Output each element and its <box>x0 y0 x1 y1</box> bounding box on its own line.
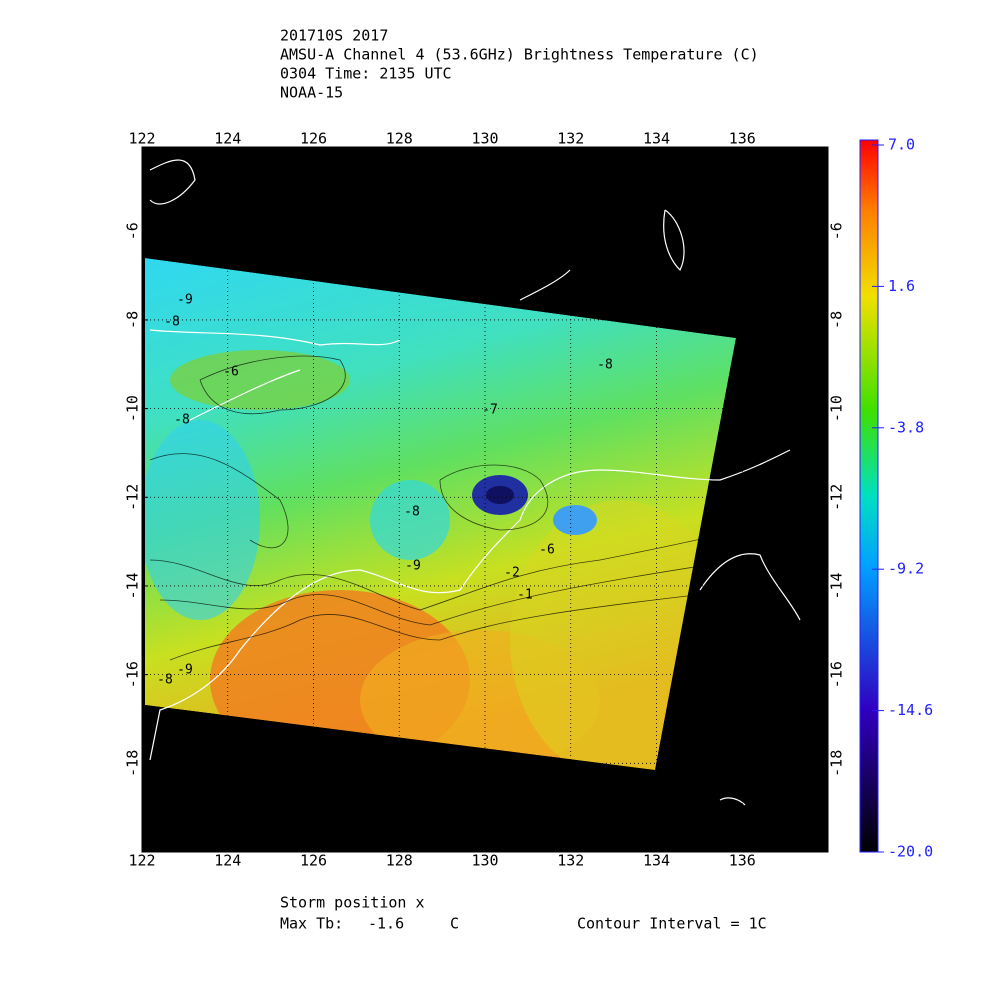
contour-label: -8 <box>164 315 180 330</box>
title-line: NOAA-15 <box>280 84 343 102</box>
storm-note: Storm position x <box>280 894 425 912</box>
colorbar-label: -14.6 <box>888 701 933 719</box>
y-tick-label: -8 <box>124 311 142 329</box>
contour-label: -6 <box>539 543 555 558</box>
title-line: 0304 Time: 2135 UTC <box>280 65 452 83</box>
colorbar-label: 1.6 <box>888 277 915 295</box>
x-tick-label: 122 <box>128 852 155 870</box>
x-tick-label: 124 <box>214 130 241 148</box>
x-tick-label: 126 <box>300 852 327 870</box>
coastlines <box>149 159 801 806</box>
contour-label: -9 <box>405 559 421 574</box>
colorbar <box>859 139 879 853</box>
x-tick-label: 134 <box>643 130 670 148</box>
contour-label: -8 <box>157 673 173 688</box>
x-tick-label: 136 <box>729 130 756 148</box>
x-tick-label: 136 <box>729 852 756 870</box>
colorbar-label: -9.2 <box>888 560 924 578</box>
colorbar-label: -20.0 <box>888 843 933 861</box>
contour-label: -9 <box>177 663 193 678</box>
colorbar-label: -3.8 <box>888 418 924 436</box>
colorbar-label: 7.0 <box>888 136 915 154</box>
y-tick-label: -18 <box>828 750 846 777</box>
y-tick-label: -12 <box>828 484 846 511</box>
contour-label: -2 <box>504 566 520 581</box>
y-tick-label: -6 <box>828 222 846 240</box>
contour-label: -9 <box>177 293 193 308</box>
x-tick-label: 126 <box>300 130 327 148</box>
title-line: 201710S 2017 <box>280 27 388 45</box>
x-tick-label: 134 <box>643 852 670 870</box>
x-tick-label: 132 <box>557 852 584 870</box>
contour-label: -8 <box>174 413 190 428</box>
y-tick-label: -8 <box>828 311 846 329</box>
y-tick-label: -14 <box>828 572 846 599</box>
max-label: Max Tb: <box>280 915 343 933</box>
y-tick-label: -12 <box>124 484 142 511</box>
y-tick-label: -14 <box>124 572 142 599</box>
title-line: AMSU-A Channel 4 (53.6GHz) Brightness Te… <box>280 46 759 64</box>
plot-frame <box>141 146 829 853</box>
temperature-field <box>145 258 736 770</box>
x-tick-label: 124 <box>214 852 241 870</box>
contour-label: -7 <box>482 403 498 418</box>
contour-label: -8 <box>404 505 420 520</box>
max-unit: C <box>450 915 459 933</box>
max-value: -1.6 <box>368 915 404 933</box>
y-tick-label: -10 <box>828 395 846 422</box>
contours <box>149 355 736 661</box>
y-tick-label: -18 <box>124 750 142 777</box>
x-tick-label: 132 <box>557 130 584 148</box>
contour-label: -8 <box>597 358 613 373</box>
y-tick-label: -6 <box>124 222 142 240</box>
contour-labels: -9 -8 -6 -8 -8 -7 -8 -9 -6 -2 -1 -9 -8 <box>157 293 613 688</box>
y-tick-label: -16 <box>828 661 846 688</box>
x-tick-label: 130 <box>471 130 498 148</box>
contour-interval: Contour Interval = 1C <box>577 915 767 933</box>
y-tick-label: -16 <box>124 661 142 688</box>
contour-label: -1 <box>517 588 533 603</box>
contour-label: -6 <box>223 365 239 380</box>
x-tick-label: 128 <box>386 130 413 148</box>
x-tick-label: 128 <box>386 852 413 870</box>
x-tick-label: 130 <box>471 852 498 870</box>
y-tick-label: -10 <box>124 395 142 422</box>
x-tick-label: 122 <box>128 130 155 148</box>
